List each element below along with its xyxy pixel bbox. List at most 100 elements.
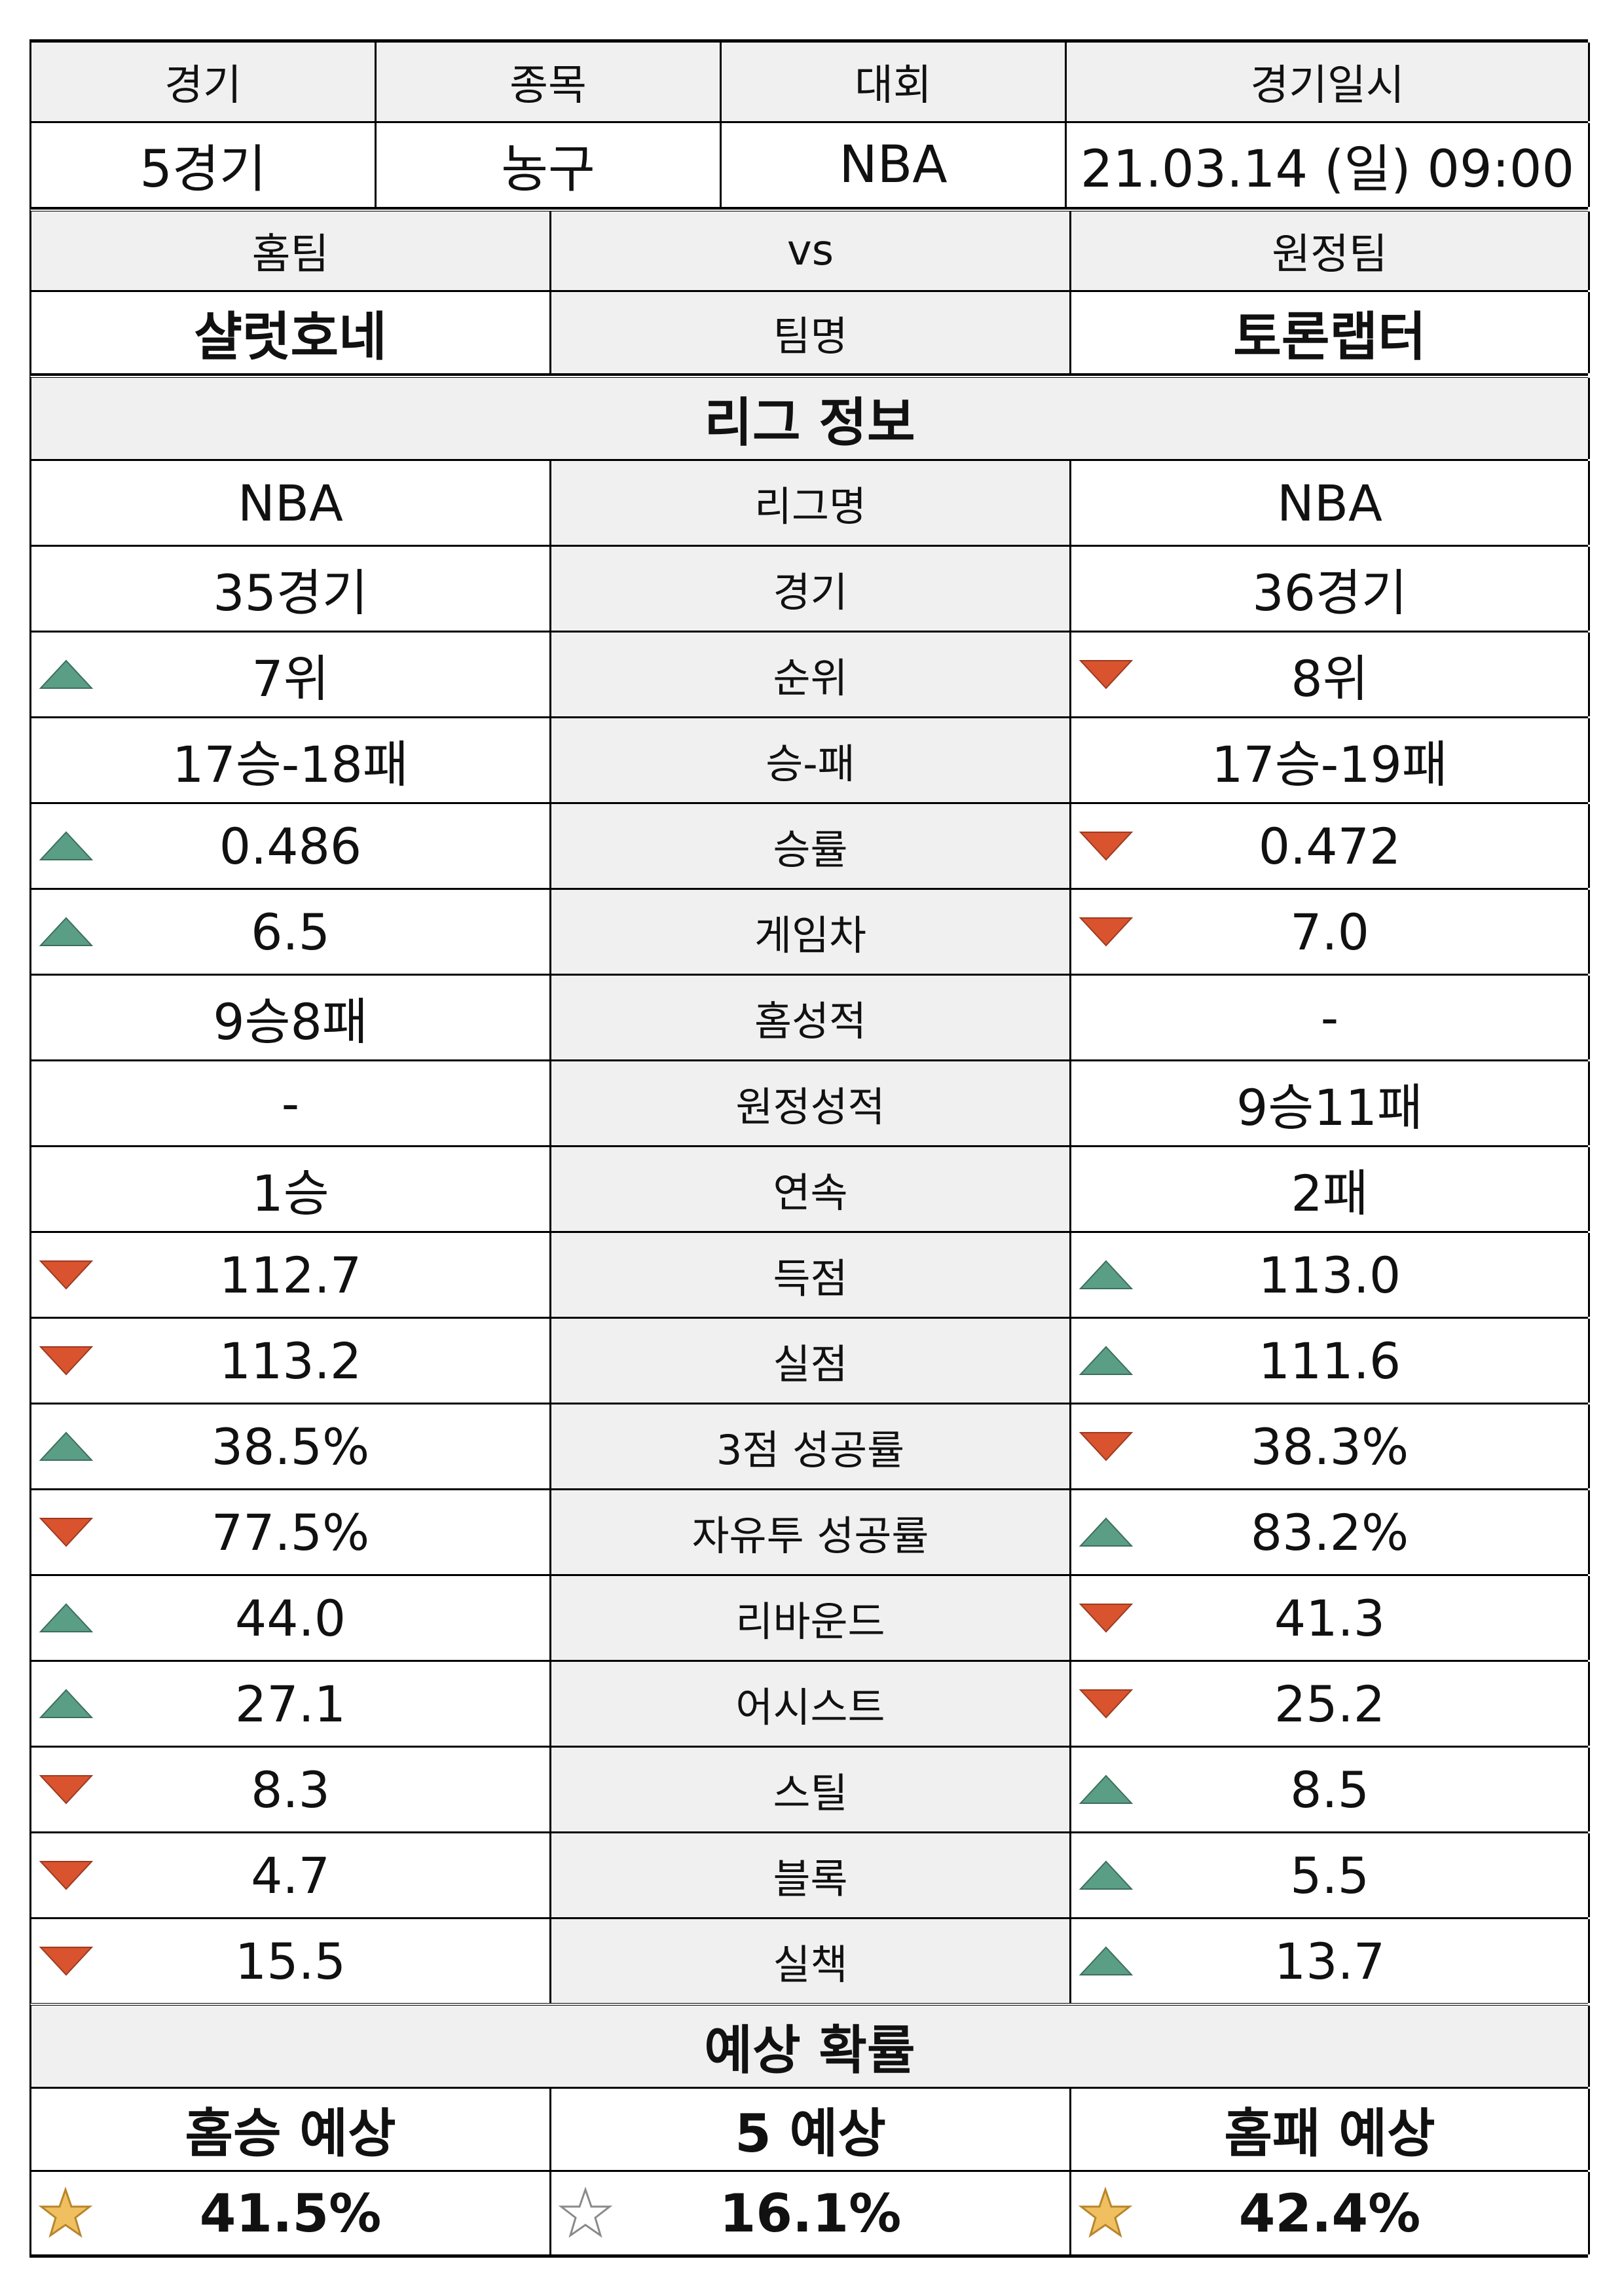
home-stat-cell: 6.5 [31,890,551,974]
away-stat-value: 36경기 [1252,564,1407,622]
stat-label: 승-패 [551,718,1071,802]
stat-row: 77.5% 자유투 성공률 83.2% [29,1490,1590,1576]
home-stat-cell: 44.0 [31,1576,551,1660]
away-stat-value: NBA [1277,473,1382,532]
home-win-cell: 41.5% [31,2172,551,2254]
draw-label: 5 예상 [551,2089,1071,2170]
stat-row: 38.5% 3점 성공률 38.3% [29,1405,1590,1490]
up-triangle-icon [38,1430,94,1463]
stat-row: 9승8패 홈성적 - [29,976,1590,1061]
away-stat-cell: 8.5 [1071,1748,1590,1831]
stat-row: 1승 연속 2패 [29,1147,1590,1233]
home-stat-cell: 4.7 [31,1833,551,1917]
up-triangle-icon [1078,1945,1134,1977]
up-triangle-icon [38,658,94,691]
away-stat-cell: 5.5 [1071,1833,1590,1917]
home-stat-value: 4.7 [251,1846,330,1905]
home-stat-cell: 1승 [31,1147,551,1231]
up-triangle-icon [1078,1344,1134,1377]
stat-label: 스틸 [551,1748,1071,1831]
home-stat-value: 77.5% [211,1503,370,1562]
up-triangle-icon [1078,1258,1134,1291]
home-stat-cell: 38.5% [31,1405,551,1488]
down-triangle-icon [1078,830,1134,862]
home-stat-value: 17승-18패 [172,735,409,794]
draw-cell: 16.1% [551,2172,1071,2254]
up-triangle-icon [1078,1773,1134,1806]
down-triangle-icon [38,1859,94,1892]
home-stat-value: NBA [238,473,343,532]
stat-label: 원정성적 [551,1061,1071,1145]
home-stat-value: 9승8패 [213,993,368,1051]
home-stat-cell: 17승-18패 [31,718,551,802]
away-stat-value: 111.6 [1258,1331,1401,1390]
stat-label: 3점 성공률 [551,1405,1071,1488]
home-stat-value: 15.5 [234,1932,346,1991]
stat-label: 득점 [551,1233,1071,1317]
away-stat-value: 9승11패 [1236,1078,1423,1137]
down-triangle-icon [1078,915,1134,948]
up-triangle-icon [38,1687,94,1720]
away-stat-cell: 83.2% [1071,1490,1590,1574]
header-value-datetime: 21.03.14 (일) 09:00 [1067,123,1590,207]
home-stat-value: 8.3 [251,1760,330,1819]
home-stat-value: 27.1 [234,1674,346,1733]
away-stat-cell: 25.2 [1071,1662,1590,1746]
stat-row: 6.5 게임차 7.0 [29,890,1590,976]
home-loss-value: 42.4% [1238,2182,1421,2244]
home-stat-value: 44.0 [234,1588,346,1647]
prediction-title-row: 예상 확률 [29,2003,1590,2089]
stat-row: NBA 리그명 NBA [29,461,1590,547]
team-name-row: 샬럿호네 팀명 토론랩터 [29,292,1590,375]
home-stat-cell: NBA [31,461,551,545]
down-triangle-icon [1078,1430,1134,1463]
down-triangle-icon [38,1945,94,1977]
up-triangle-icon [38,915,94,948]
stats-table: NBA 리그명 NBA 35경기 경기 36경기 7위 순위 8위 17승-18패 승-패 17승-1… [29,461,1590,2003]
league-info-title: 리그 정보 [31,378,1590,459]
home-loss-label: 홈패 예상 [1071,2089,1590,2170]
stat-row: 4.7 블록 5.5 [29,1833,1590,1919]
stat-row: 112.7 득점 113.0 [29,1233,1590,1319]
header-value-row: 5경기 농구 NBA 21.03.14 (일) 09:00 [29,123,1590,209]
stat-label: 경기 [551,547,1071,631]
star-filled-icon [1078,2186,1133,2241]
stat-row: 8.3 스틸 8.5 [29,1748,1590,1833]
stat-row: 0.486 승률 0.472 [29,804,1590,890]
home-stat-cell: 77.5% [31,1490,551,1574]
team-name-label: 팀명 [551,292,1071,373]
down-triangle-icon [1078,1602,1134,1634]
home-stat-value: 113.2 [219,1331,362,1390]
home-stat-value: 7위 [251,650,329,708]
stat-label: 자유투 성공률 [551,1490,1071,1574]
home-stat-cell: 7위 [31,633,551,716]
home-stat-cell: 15.5 [31,1919,551,2003]
stat-row: 17승-18패 승-패 17승-19패 [29,718,1590,804]
away-stat-value: 8위 [1291,650,1369,708]
up-triangle-icon [1078,1859,1134,1892]
stat-row: 7위 순위 8위 [29,633,1590,718]
home-stat-value: - [281,1074,300,1133]
stat-row: 35경기 경기 36경기 [29,547,1590,633]
team-label-row: 홈팀 vs 원정팀 [29,209,1590,292]
stat-label: 실책 [551,1919,1071,2003]
away-stat-cell: 41.3 [1071,1576,1590,1660]
away-stat-value: 113.0 [1258,1245,1401,1304]
match-info-sheet: 경기 종목 대회 경기일시 5경기 농구 NBA 21.03.14 (일) 09… [29,39,1590,2258]
away-stat-cell: 113.0 [1071,1233,1590,1317]
header-label-datetime: 경기일시 [1067,43,1590,121]
down-triangle-icon [38,1344,94,1377]
home-stat-cell: 0.486 [31,804,551,888]
stat-row: 15.5 실책 13.7 [29,1919,1590,2003]
prediction-value-row: 41.5% 16.1% 42.4% [29,2172,1590,2254]
stat-label: 실점 [551,1319,1071,1403]
league-title-row: 리그 정보 [29,375,1590,461]
header-label-league: 대회 [722,43,1067,121]
away-stat-cell: 9승11패 [1071,1061,1590,1145]
home-stat-value: 1승 [251,1164,329,1222]
away-stat-value: 2패 [1291,1164,1369,1222]
draw-value: 16.1% [719,2182,902,2244]
away-stat-value: 25.2 [1274,1674,1386,1733]
header-value-sport: 농구 [377,123,722,207]
away-stat-cell: 36경기 [1071,547,1590,631]
